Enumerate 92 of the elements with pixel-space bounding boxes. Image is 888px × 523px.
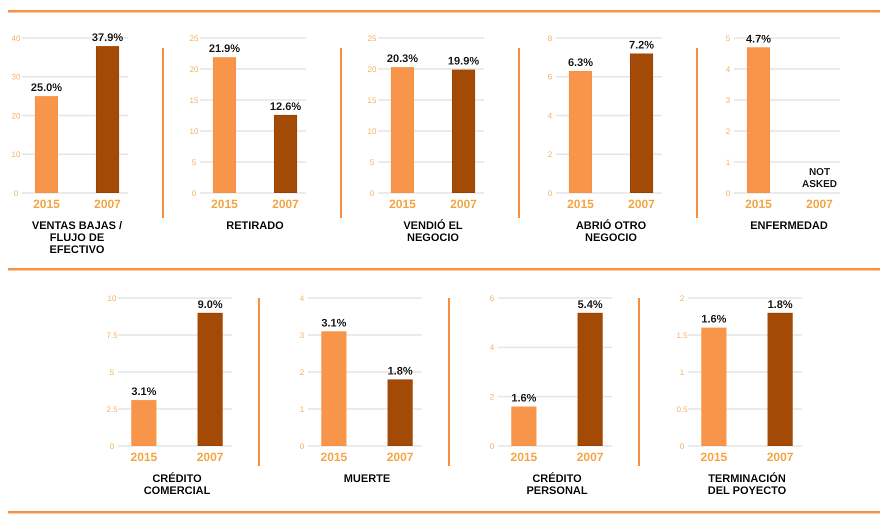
x-tick-label: 2015 [510, 450, 538, 464]
x-tick-label: 2015 [211, 197, 238, 211]
y-tick-label: 0 [14, 188, 19, 198]
x-tick-label: 2007 [94, 197, 122, 211]
y-tick-label: 0 [680, 442, 685, 451]
y-tick-label: 25 [190, 34, 199, 43]
y-tick-label: 20 [190, 64, 199, 74]
data-label: 5.4% [578, 298, 603, 311]
y-tick-label: 3 [726, 96, 731, 105]
y-tick-label: 2.5 [106, 404, 118, 414]
y-tick-label: 4 [490, 343, 495, 352]
y-tick-label: 1 [300, 404, 305, 414]
y-tick-label: 15 [190, 96, 199, 105]
y-tick-label: 5 [726, 34, 731, 43]
x-tick-label: 2015 [700, 450, 728, 464]
y-tick-label: 30 [12, 72, 21, 82]
y-tick-label: 10 [108, 294, 117, 303]
x-tick-label: 2015 [567, 197, 594, 211]
data-label: 6.3% [568, 56, 594, 69]
data-label: 1.6% [511, 392, 537, 405]
y-tick-label: 5 [110, 368, 115, 377]
y-tick-label: 2 [490, 392, 495, 402]
x-tick-label: 2015 [745, 197, 772, 211]
x-axis-title: CRÉDITO PERSONAL [526, 472, 588, 497]
y-tick-label: 40 [12, 34, 21, 43]
y-tick-label: 20 [12, 111, 21, 120]
data-label: 21.9% [208, 43, 240, 56]
x-axis-title: RETIRADO [226, 220, 284, 232]
y-tick-label: 7.5 [106, 330, 118, 340]
data-label: 25.0% [30, 82, 62, 94]
x-axis-title: TERMINACIÓN DEL POYECTO [708, 472, 787, 497]
x-tick-label: 2007 [386, 450, 414, 464]
y-tick-label: 5 [192, 158, 197, 167]
x-axis-title: ENFERMEDAD [750, 220, 828, 232]
data-label: 3.1% [321, 317, 347, 330]
y-tick-label: 1 [680, 368, 685, 377]
x-axis-title: CRÉDITO COMERCIAL [144, 472, 211, 497]
y-tick-label: 0 [548, 188, 553, 198]
x-tick-label: 2007 [196, 450, 224, 464]
x-tick-label: 2007 [450, 197, 478, 211]
data-label: 4.7% [746, 33, 772, 46]
x-tick-label: 2015 [389, 197, 416, 211]
y-tick-label: 3 [300, 330, 305, 340]
y-tick-label: 2 [680, 294, 685, 303]
data-label: 7.2% [628, 40, 654, 52]
y-tick-label: 0 [110, 442, 115, 451]
data-label: 20.3% [386, 53, 418, 66]
y-tick-label: 6 [548, 72, 553, 82]
x-tick-label: 2015 [130, 450, 158, 464]
data-label: 12.6% [270, 100, 302, 113]
y-tick-label: 4 [300, 294, 305, 303]
x-axis-title: VENDIÓ EL NEGOCIO [403, 219, 463, 244]
y-tick-label: 2 [548, 150, 553, 160]
y-tick-label: 10 [12, 150, 21, 160]
y-tick-label: 6 [490, 294, 495, 303]
y-tick-label: 0 [192, 188, 197, 198]
y-tick-label: 1 [726, 158, 731, 167]
y-tick-label: 4 [726, 64, 731, 74]
y-tick-label: 0.5 [676, 404, 688, 414]
y-tick-label: 8 [548, 34, 553, 43]
y-tick-label: 0 [726, 188, 731, 198]
y-tick-label: 20 [368, 64, 377, 74]
x-axis-title: ABRIÓ OTRO NEGOCIO [576, 219, 647, 244]
x-axis-title: VENTAS BAJAS / FLUJO DE EFECTIVO [32, 220, 122, 256]
x-tick-label: 2007 [806, 197, 834, 211]
x-tick-label: 2015 [33, 197, 60, 211]
y-tick-label: 10 [368, 126, 377, 136]
data-label: 1.8% [768, 298, 793, 311]
x-tick-label: 2007 [576, 450, 604, 464]
annotation: NOT ASKED [802, 167, 838, 190]
data-label: 19.9% [448, 56, 480, 68]
y-tick-label: 1.5 [676, 330, 688, 340]
y-tick-label: 0 [300, 442, 305, 451]
x-axis-title: MUERTE [344, 473, 390, 485]
x-tick-label: 2007 [272, 197, 300, 211]
data-label: 9.0% [198, 298, 223, 311]
y-tick-label: 4 [548, 111, 553, 120]
y-tick-label: 25 [368, 34, 377, 43]
y-tick-label: 5 [370, 158, 375, 167]
x-tick-label: 2015 [320, 450, 348, 464]
y-tick-label: 2 [726, 126, 731, 136]
x-tick-label: 2007 [766, 450, 794, 464]
y-tick-label: 2 [300, 368, 305, 377]
data-label: 37.9% [92, 32, 124, 44]
x-tick-label: 2007 [628, 197, 656, 211]
data-label: 1.8% [388, 365, 413, 378]
data-label: 3.1% [131, 386, 157, 398]
y-tick-label: 0 [490, 442, 495, 451]
data-label: 1.6% [701, 314, 727, 326]
y-tick-label: 0 [370, 188, 375, 198]
y-tick-label: 15 [368, 96, 377, 105]
y-tick-label: 10 [190, 126, 199, 136]
